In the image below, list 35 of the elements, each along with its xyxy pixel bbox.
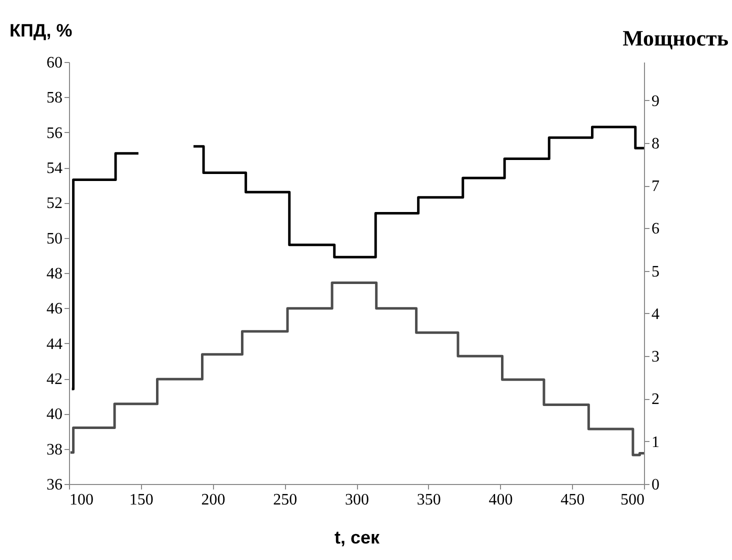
y2-tick-label: 4 — [652, 306, 660, 323]
y-tick-label: 48 — [46, 266, 62, 282]
y2-tick-label: 2 — [652, 391, 660, 408]
y2-axis-title: Мощность — [622, 26, 729, 50]
x-tick-label: 100 — [70, 492, 94, 508]
y2-tick-label: 1 — [652, 434, 660, 451]
y2-tick-label: 6 — [652, 220, 660, 238]
y-tick-label: 60 — [46, 54, 62, 72]
x-tick-label: 300 — [345, 492, 369, 508]
y-tick-label: 52 — [46, 195, 62, 212]
x-axis-title: t, сек — [334, 528, 380, 548]
x-tick-label: 200 — [201, 492, 226, 508]
y2-tick-label: 5 — [652, 263, 660, 280]
y-tick-label: 54 — [46, 160, 62, 177]
y2-tick-label: 0 — [652, 476, 660, 494]
y-tick-label: 44 — [46, 336, 62, 353]
y-tick-label: 40 — [46, 406, 62, 424]
x-tick-label: 150 — [129, 492, 154, 508]
y-tick-label: 58 — [46, 90, 62, 107]
y2-tick-label: 7 — [652, 178, 660, 196]
y-axis-title: КПД, % — [10, 20, 72, 40]
y-tick-label: 46 — [46, 300, 62, 318]
x-tick-label: 500 — [620, 492, 644, 508]
y2-tick-label: 3 — [652, 348, 660, 366]
x-tick-label: 250 — [273, 492, 298, 508]
y-tick-label: 56 — [46, 124, 62, 142]
y-tick-label: 38 — [46, 441, 62, 458]
y2-tick-label: 8 — [652, 135, 660, 152]
y-tick-label: 50 — [46, 230, 62, 248]
x-tick-label: 350 — [416, 492, 441, 508]
y-tick-label: 42 — [46, 371, 62, 388]
x-tick-label: 450 — [560, 492, 585, 508]
x-tick-label: 400 — [488, 492, 513, 508]
y-tick-label: 36 — [46, 476, 62, 494]
y2-tick-label: 9 — [652, 92, 660, 110]
